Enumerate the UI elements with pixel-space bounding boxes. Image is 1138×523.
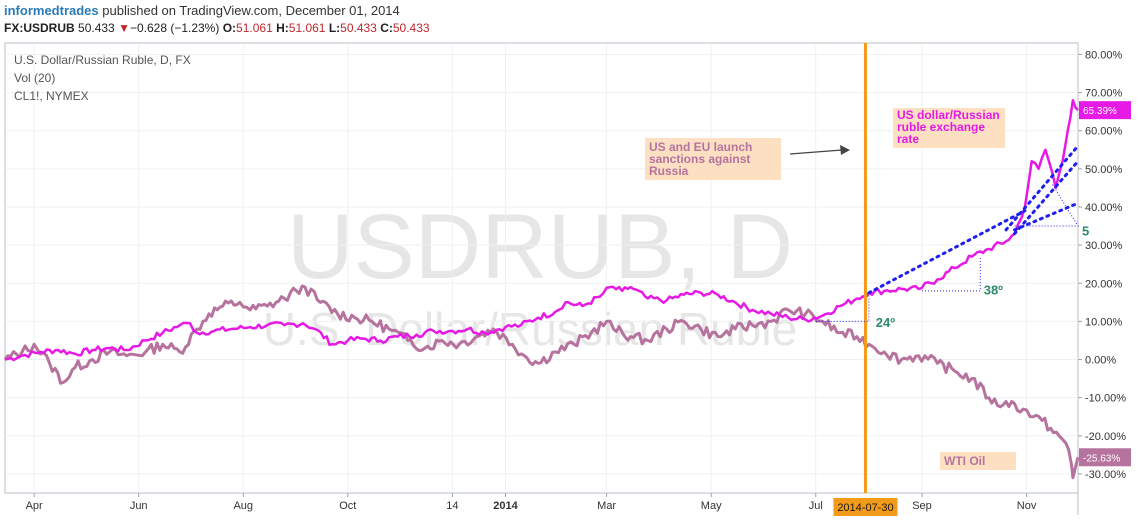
x-tick-label: Aug: [233, 500, 253, 512]
x-tick-label: Apr: [26, 500, 43, 512]
header-published: informedtrades published on TradingView.…: [4, 3, 400, 18]
symbol-label[interactable]: FX:USDRUB: [4, 21, 75, 35]
angle-label-5: 5: [1082, 224, 1089, 239]
y-tick-label: 10.00%: [1085, 316, 1123, 328]
x-tick-label: Jul: [809, 500, 823, 512]
x-tick-label: Jun: [130, 500, 148, 512]
y-tick-label: 80.00%: [1085, 49, 1123, 61]
legend-main-series[interactable]: U.S. Dollar/Russian Ruble, D, FX: [14, 53, 191, 67]
y-tick-label: 70.00%: [1085, 88, 1123, 100]
y-tick-label: -10.00%: [1085, 393, 1126, 405]
x-tick-label: Oct: [339, 500, 356, 512]
event-date-label: 2014-07-30: [837, 502, 893, 514]
legend-compare-series[interactable]: CL1!, NYMEX: [14, 89, 89, 103]
close-label: C:: [380, 21, 393, 35]
watermark-name: U.S. Dollar/Russian Ruble: [263, 303, 797, 355]
y-tick-label: 50.00%: [1085, 164, 1123, 176]
last-price: 50.433: [78, 21, 115, 35]
legend-volume[interactable]: Vol (20): [14, 71, 55, 85]
last-value-text: 65.39%: [1083, 106, 1117, 117]
y-tick-label: 30.00%: [1085, 240, 1123, 252]
price-chart[interactable]: USDRUB, D U.S. Dollar/Russian Ruble 80.0…: [0, 40, 1138, 523]
open-value: 51.061: [236, 21, 273, 35]
high-label: H:: [276, 21, 289, 35]
wti-note: WTI Oil: [944, 454, 985, 468]
high-value: 51.061: [289, 21, 326, 35]
low-value: 50.433: [340, 21, 377, 35]
x-tick-label: Mar: [597, 500, 616, 512]
x-tick-label: May: [701, 500, 722, 512]
last-value-text: -25.63%: [1083, 453, 1120, 464]
x-tick-label: Nov: [1017, 500, 1037, 512]
x-tick-label: Sep: [912, 500, 932, 512]
y-tick-label: -30.00%: [1085, 469, 1126, 481]
brand-link[interactable]: informedtrades: [4, 3, 99, 18]
x-tick-label: 2014: [493, 500, 518, 512]
angle-label-38: 38º: [984, 283, 1003, 298]
watermark-symbol: USDRUB, D: [287, 196, 793, 298]
y-tick-label: 40.00%: [1085, 202, 1123, 214]
header: informedtrades published on TradingView.…: [0, 0, 1138, 40]
close-value: 50.433: [393, 21, 430, 35]
down-arrow-icon: ▼: [118, 21, 130, 35]
low-label: L:: [329, 21, 340, 35]
x-tick-label: 14: [446, 500, 458, 512]
y-tick-label: 60.00%: [1085, 126, 1123, 138]
price-change: −0.628 (−1.23%): [130, 21, 219, 35]
published-text: published on TradingView.com, December 0…: [102, 3, 400, 18]
y-tick-label: 0.00%: [1085, 355, 1116, 367]
y-tick-label: 20.00%: [1085, 278, 1123, 290]
open-label: O:: [223, 21, 236, 35]
y-tick-label: -20.00%: [1085, 431, 1126, 443]
angle-label-24: 24º: [876, 315, 895, 330]
header-quote: FX:USDRUB 50.433 ▼−0.628 (−1.23%) O:51.0…: [4, 21, 430, 35]
